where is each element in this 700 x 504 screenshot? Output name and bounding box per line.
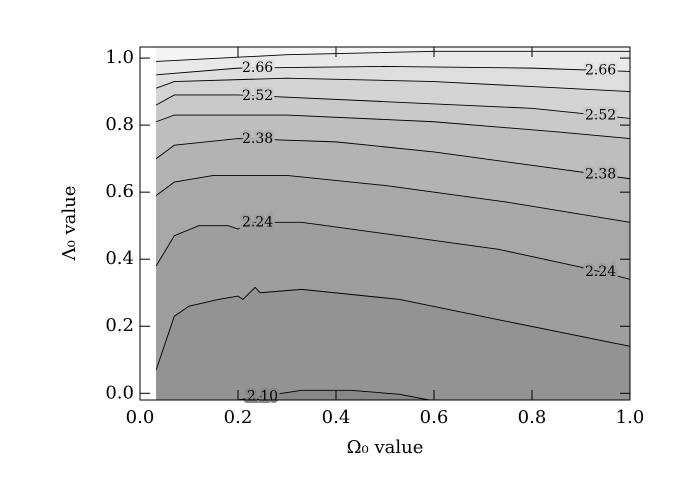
contour-label: 2.66 — [242, 60, 273, 76]
contour-line — [155, 94, 631, 119]
contour-line — [155, 286, 631, 370]
y-tick-label: 0.0 — [105, 382, 134, 403]
y-tick-label: 1.0 — [105, 47, 134, 68]
contour-label: 2.38 — [242, 131, 273, 147]
contour-label: 2.52 — [585, 107, 616, 123]
contour-line — [156, 77, 631, 93]
contour-line — [155, 138, 631, 180]
contour-line — [156, 65, 631, 76]
contour-line — [155, 221, 631, 280]
y-tick-label: 0.6 — [105, 181, 134, 202]
x-tick-label: 0.4 — [322, 407, 351, 428]
contour-line — [237, 389, 430, 401]
contour-label: 2.24 — [585, 264, 616, 280]
plot-frame — [139, 46, 631, 401]
contour-band — [238, 390, 430, 400]
contour-line — [156, 114, 631, 139]
y-tick-label: 0.4 — [105, 248, 134, 269]
contour-label: 2.52 — [242, 88, 273, 104]
x-tick-label: 1.0 — [616, 407, 645, 428]
x-tick-label: 0.8 — [518, 407, 547, 428]
x-tick-label: 0.0 — [126, 407, 155, 428]
x-tick-label: 0.6 — [420, 407, 449, 428]
contour-label: 2.66 — [585, 62, 616, 78]
x-tick-label: 0.2 — [224, 407, 253, 428]
contour-band — [156, 287, 631, 400]
y-axis-label: Λ₀ value — [59, 186, 80, 262]
y-tick-label: 0.8 — [105, 114, 134, 135]
x-axis-label: Ω₀ value — [347, 437, 424, 458]
contour-line — [155, 174, 631, 223]
contour-label: 2.38 — [585, 167, 616, 183]
contour-label: 2.24 — [242, 214, 273, 230]
y-tick-label: 0.2 — [105, 315, 134, 336]
contour-label: 2.10 — [247, 388, 278, 404]
